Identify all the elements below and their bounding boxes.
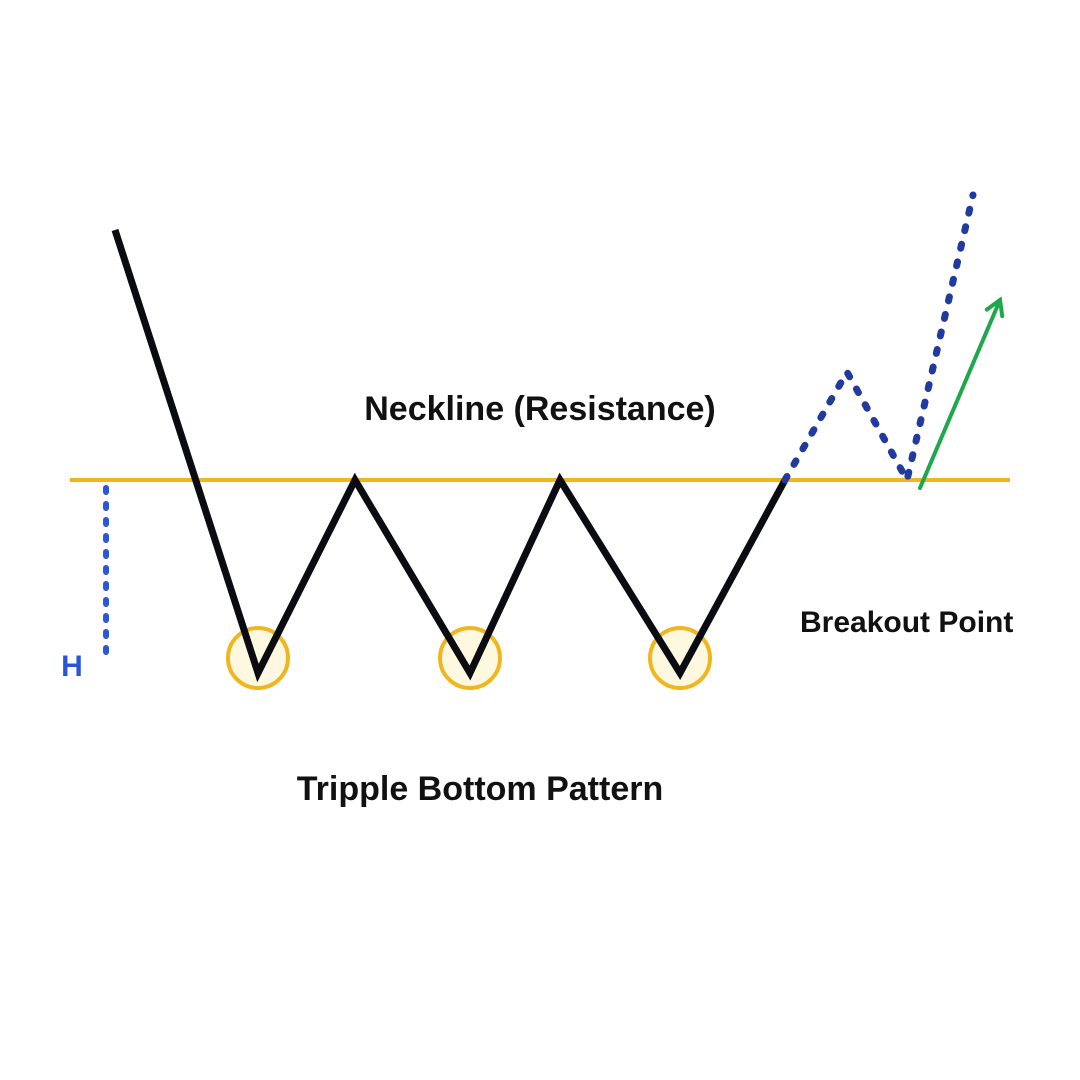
height-marker-label: H (61, 650, 83, 683)
triple-bottom-diagram: H Neckline (Resistance) Breakout Point Trip… (0, 0, 1080, 1080)
breakout-point-label: Breakout Point (800, 606, 1013, 639)
diagram-background (0, 0, 1080, 1080)
pattern-title: Tripple Bottom Pattern (297, 770, 663, 808)
neckline-label: Neckline (Resistance) (364, 390, 716, 428)
